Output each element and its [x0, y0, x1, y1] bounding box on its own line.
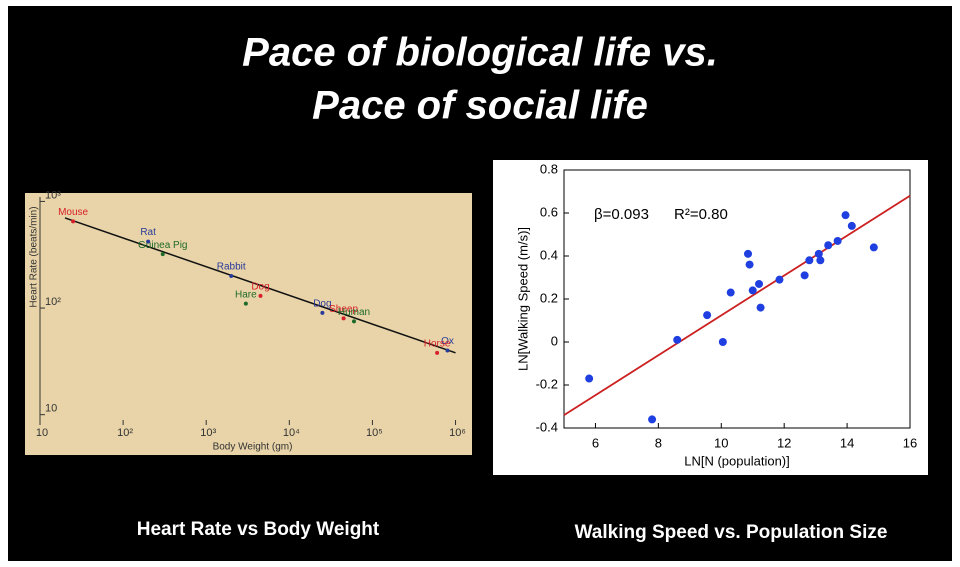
- y-tick-label: 10: [45, 403, 57, 415]
- point-label: Hare: [235, 289, 257, 300]
- y-tick-label: 0.6: [540, 204, 558, 219]
- point-label: Sheep: [329, 304, 358, 315]
- x-tick-label: 8: [655, 435, 662, 450]
- x-tick-label: 10: [714, 435, 728, 450]
- x-tick-label: 16: [903, 435, 917, 450]
- data-point: [341, 316, 346, 321]
- data-point: [869, 243, 878, 252]
- trend-line: [563, 195, 911, 416]
- point-label: Guinea Pig: [138, 240, 187, 251]
- y-tick-label: -0.2: [536, 376, 558, 391]
- data-point: [243, 301, 248, 306]
- data-point: [71, 219, 76, 224]
- data-point: [816, 256, 825, 265]
- data-point: [320, 310, 325, 315]
- x-tick-label: 14: [840, 435, 854, 450]
- y-tick-label: 0.2: [540, 290, 558, 305]
- x-tick-label: 10⁵: [366, 427, 383, 439]
- data-point: [160, 252, 165, 257]
- data-point: [726, 288, 735, 297]
- x-tick-label: 10⁴: [283, 427, 300, 439]
- annotation: β=0.093: [594, 206, 649, 223]
- data-point: [351, 319, 356, 324]
- data-point: [146, 239, 151, 244]
- data-point: [648, 415, 657, 424]
- chart-caption: Walking Speed vs. Population Size: [575, 522, 888, 543]
- chart-panel: [25, 193, 472, 455]
- y-tick-label: 0: [551, 333, 558, 348]
- annotation: R²=0.80: [674, 206, 728, 223]
- data-point: [673, 335, 682, 344]
- slide-title: Pace of biological life vs.: [242, 31, 718, 75]
- x-tick-label: 10⁶: [449, 427, 466, 439]
- point-label: Horse: [424, 338, 451, 349]
- point-label: Human: [338, 307, 370, 318]
- point-label: Rabbit: [217, 262, 246, 273]
- y-tick-label: 0.4: [540, 247, 558, 262]
- data-point: [745, 260, 754, 269]
- data-point: [755, 279, 764, 288]
- x-tick-label: 10³: [200, 427, 216, 439]
- x-axis-label: LN[N (population)]: [684, 453, 790, 468]
- y-tick-label: 10³: [45, 189, 61, 201]
- point-label: Mouse: [58, 207, 88, 218]
- data-point: [258, 293, 263, 298]
- data-point: [841, 211, 850, 220]
- x-tick-label: 6: [592, 435, 599, 450]
- data-point: [435, 350, 440, 355]
- x-axis-label: Body Weight (gm): [213, 442, 293, 453]
- y-tick-label: 10²: [45, 296, 61, 308]
- data-point: [847, 221, 856, 230]
- x-tick-label: 12: [777, 435, 791, 450]
- y-axis-label: Heart Rate (beats/min): [29, 206, 40, 307]
- data-point: [718, 338, 727, 346]
- y-tick-label: 0.8: [540, 161, 558, 176]
- x-tick-label: 10²: [117, 427, 133, 439]
- point-label: Rat: [140, 227, 156, 238]
- data-point: [703, 311, 712, 320]
- y-tick-label: -0.4: [536, 419, 558, 434]
- y-axis-label: LN[Walking Speed (m/s)]: [515, 227, 530, 371]
- data-point: [744, 249, 753, 258]
- x-tick-label: 10: [36, 427, 48, 439]
- data-point: [445, 348, 450, 353]
- slide-title: Pace of social life: [312, 84, 648, 128]
- data-point: [833, 236, 842, 245]
- data-point: [824, 241, 833, 250]
- chart-caption: Heart Rate vs Body Weight: [137, 519, 380, 540]
- point-label: Ox: [441, 336, 454, 347]
- trend-line: [64, 217, 456, 354]
- data-point: [814, 249, 823, 258]
- data-point: [748, 286, 757, 295]
- point-label: Dog: [313, 299, 331, 310]
- data-point: [800, 271, 809, 280]
- data-point: [756, 303, 765, 312]
- data-point: [805, 256, 814, 265]
- data-point: [585, 374, 594, 383]
- data-point: [775, 275, 784, 284]
- point-label: Dog: [251, 282, 269, 293]
- data-point: [229, 273, 234, 278]
